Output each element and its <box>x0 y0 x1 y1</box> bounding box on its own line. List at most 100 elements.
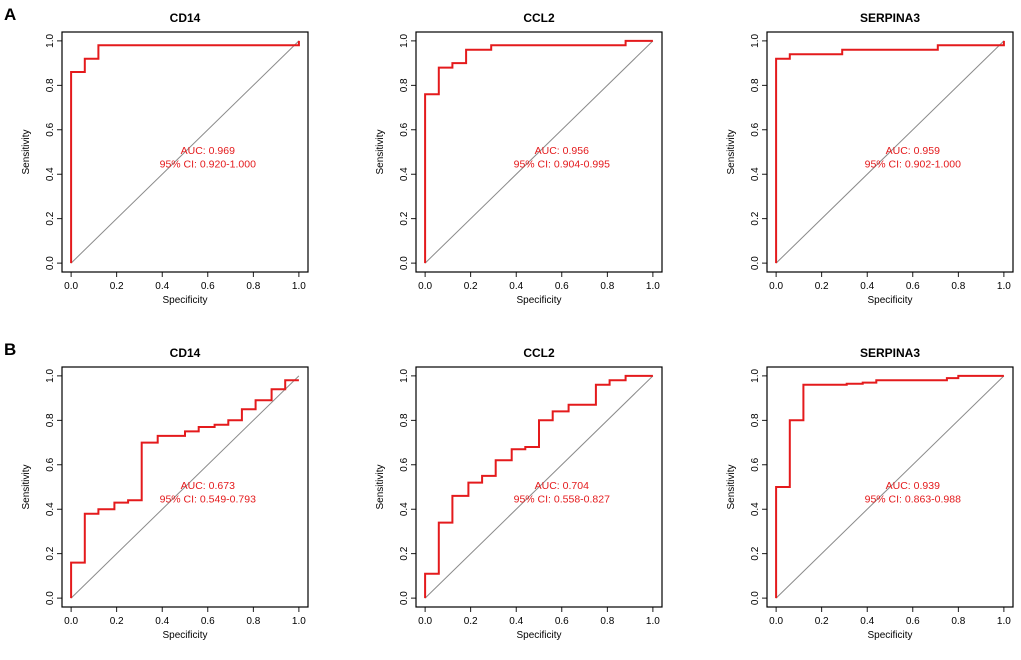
x-tick-label: 0.0 <box>64 616 78 627</box>
ci-label: 95% CI: 0.558-0.827 <box>514 494 610 506</box>
y-tick-label: 0.8 <box>750 413 761 427</box>
y-tick-label: 1.0 <box>399 34 410 48</box>
plot-title: CCL2 <box>523 11 555 25</box>
x-tick-label: 0.2 <box>815 281 829 292</box>
y-tick-label: 1.0 <box>750 369 761 383</box>
y-tick-label: 0.8 <box>399 413 410 427</box>
roc-curve <box>70 40 300 264</box>
y-tick-label: 0.6 <box>750 122 761 136</box>
roc-plot-a-serpina3: SERPINA3 0.0 0.2 0.4 0.6 0.8 1.0 0.0 0.2 0.4 0.6 0.… <box>726 11 1014 306</box>
x-axis-label: Specificity <box>162 295 207 306</box>
y-tick-label: 0.4 <box>750 502 761 516</box>
x-axis-label: Specificity <box>867 630 912 641</box>
y-tick-label: 0.0 <box>45 591 56 605</box>
x-tick-label: 0.2 <box>815 616 829 627</box>
reference-diagonal <box>70 375 300 599</box>
auc-label: AUC: 0.956 <box>535 145 589 157</box>
roc-curve <box>70 379 299 599</box>
y-axis-label: Sensitivity <box>726 129 737 174</box>
plot-title: SERPINA3 <box>860 11 920 25</box>
roc-plots: CD14 0.0 0.2 0.4 0.6 0.8 1.0 0.0 0.2 0.4 0.6 0.8 1.0… <box>21 11 1014 641</box>
plot-title: SERPINA3 <box>860 346 920 360</box>
x-tick-label: 0.6 <box>906 616 920 627</box>
y-tick-label: 0.2 <box>399 546 410 560</box>
y-tick-label: 0.8 <box>750 78 761 92</box>
y-tick-label: 0.2 <box>45 211 56 225</box>
reference-diagonal <box>424 40 654 264</box>
y-tick-label: 0.4 <box>399 502 410 516</box>
x-tick-label: 1.0 <box>646 281 660 292</box>
ci-label: 95% CI: 0.863-0.988 <box>865 494 961 506</box>
x-tick-label: 0.6 <box>906 281 920 292</box>
y-axis-label: Sensitivity <box>21 464 32 509</box>
roc-plot-b-cd14: CD14 0.0 0.2 0.4 0.6 0.8 1.0 0.0 0.2 0.4 0.6 0.8 1.0… <box>21 346 309 641</box>
x-tick-label: 0.4 <box>509 281 523 292</box>
x-tick-label: 1.0 <box>997 281 1011 292</box>
y-tick-label: 0.2 <box>45 546 56 560</box>
x-tick-label: 0.6 <box>201 616 215 627</box>
y-tick-label: 0.0 <box>399 256 410 270</box>
x-tick-label: 0.2 <box>110 616 124 627</box>
reference-diagonal <box>424 375 654 599</box>
reference-diagonal <box>775 40 1005 264</box>
y-tick-label: 0.4 <box>45 502 56 516</box>
ci-label: 95% CI: 0.920-1.000 <box>160 159 256 171</box>
auc-label: AUC: 0.969 <box>181 145 235 157</box>
x-tick-label: 0.8 <box>951 281 965 292</box>
auc-label: AUC: 0.959 <box>886 145 940 157</box>
reference-diagonal <box>775 375 1005 599</box>
x-tick-label: 0.4 <box>509 616 523 627</box>
roc-plot-b-serpina3: SERPINA3 0.0 0.2 0.4 0.6 0.8 1.0 0.0 0.2 0.4 0.6 0.… <box>726 346 1014 641</box>
x-tick-label: 1.0 <box>292 616 306 627</box>
x-tick-label: 0.8 <box>600 281 614 292</box>
x-tick-label: 0.6 <box>201 281 215 292</box>
y-tick-label: 0.6 <box>750 457 761 471</box>
auc-label: AUC: 0.939 <box>886 480 940 492</box>
roc-plot-a-cd14: CD14 0.0 0.2 0.4 0.6 0.8 1.0 0.0 0.2 0.4 0.6 0.8 1.0… <box>21 11 309 306</box>
y-tick-label: 0.6 <box>399 122 410 136</box>
y-axis-label: Sensitivity <box>21 129 32 174</box>
x-tick-label: 0.8 <box>600 616 614 627</box>
x-tick-label: 0.0 <box>769 616 783 627</box>
y-axis-label: Sensitivity <box>375 464 386 509</box>
roc-plot-a-ccl2: CCL2 0.0 0.2 0.4 0.6 0.8 1.0 0.0 0.2 0.4 0.6 0.8 1.0… <box>375 11 663 306</box>
auc-label: AUC: 0.704 <box>535 480 589 492</box>
reference-diagonal <box>70 40 300 264</box>
ci-label: 95% CI: 0.904-0.995 <box>514 159 610 171</box>
y-tick-label: 0.8 <box>399 78 410 92</box>
plot-title: CCL2 <box>523 346 555 360</box>
x-tick-label: 0.8 <box>246 281 260 292</box>
x-axis-label: Specificity <box>162 630 207 641</box>
x-tick-label: 0.6 <box>555 616 569 627</box>
roc-curve <box>424 39 653 264</box>
y-tick-label: 1.0 <box>750 34 761 48</box>
y-tick-label: 0.4 <box>399 167 410 181</box>
y-tick-label: 0.6 <box>399 457 410 471</box>
panel-label-a: A <box>4 5 16 24</box>
y-tick-label: 0.6 <box>45 457 56 471</box>
y-tick-label: 1.0 <box>399 369 410 383</box>
y-tick-label: 0.0 <box>750 591 761 605</box>
y-tick-label: 0.6 <box>45 122 56 136</box>
x-tick-label: 0.2 <box>464 616 478 627</box>
y-axis-label: Sensitivity <box>726 464 737 509</box>
roc-curve <box>775 374 1004 599</box>
plot-title: CD14 <box>170 346 201 360</box>
x-tick-label: 0.2 <box>464 281 478 292</box>
ci-label: 95% CI: 0.549-0.793 <box>160 494 256 506</box>
x-axis-label: Specificity <box>516 630 561 641</box>
x-tick-label: 1.0 <box>646 616 660 627</box>
auc-label: AUC: 0.673 <box>181 480 235 492</box>
y-tick-label: 1.0 <box>45 369 56 383</box>
x-axis-label: Specificity <box>516 295 561 306</box>
y-axis-label: Sensitivity <box>375 129 386 174</box>
x-tick-label: 0.8 <box>951 616 965 627</box>
roc-curve <box>775 40 1005 264</box>
x-tick-label: 0.4 <box>860 281 874 292</box>
y-tick-label: 0.2 <box>750 546 761 560</box>
x-tick-label: 0.0 <box>418 281 432 292</box>
x-tick-label: 1.0 <box>997 616 1011 627</box>
x-axis-label: Specificity <box>867 295 912 306</box>
y-tick-label: 0.0 <box>45 256 56 270</box>
